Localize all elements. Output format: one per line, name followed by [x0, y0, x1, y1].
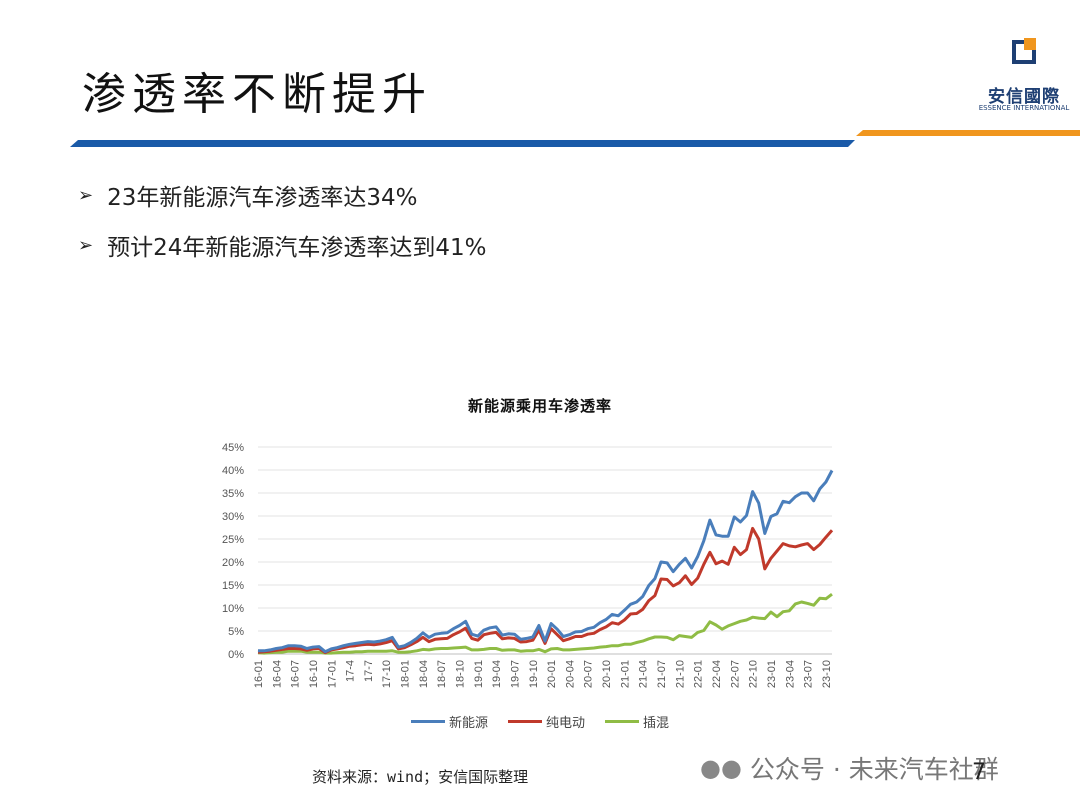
company-logo: 安信國際 ESSENCE INTERNATIONAL: [978, 36, 1070, 116]
series-line: [258, 469, 834, 654]
x-tick-label: 22-01: [693, 660, 705, 688]
x-tick-label: 23-01: [766, 660, 778, 688]
x-tick-label: 16-04: [271, 660, 283, 688]
x-tick-label: 17-4: [345, 660, 357, 682]
legend-label: 插混: [643, 716, 670, 731]
bullet-text: 23年新能源汽车渗透率达34%: [107, 185, 418, 211]
x-tick-label: 17-01: [326, 660, 338, 688]
x-tick-label: 22-04: [711, 660, 723, 688]
x-tick-label: 21-07: [656, 660, 668, 688]
x-tick-label: 16-07: [290, 660, 302, 688]
y-tick-label: 20%: [222, 557, 244, 569]
legend-item-phev: 插混: [605, 712, 669, 731]
x-tick-label: 21-04: [638, 660, 650, 688]
x-tick-label: 18-07: [436, 660, 448, 688]
x-tick-label: 16-10: [308, 660, 320, 688]
x-tick-label: 20-01: [546, 660, 558, 688]
x-tick-label: 21-01: [619, 660, 631, 688]
bullet-item: ➢ 预计24年新能源汽车渗透率达到41%: [78, 220, 486, 270]
bullet-list: ➢ 23年新能源汽车渗透率达34% ➢ 预计24年新能源汽车渗透率达到41%: [78, 170, 486, 270]
y-tick-label: 10%: [222, 603, 244, 615]
x-tick-label: 17-7: [363, 660, 375, 682]
x-tick-label: 16-01: [253, 660, 265, 688]
logo-name: 安信國際: [988, 87, 1060, 107]
watermark-text: 公众号 · 未来汽车社群: [749, 755, 999, 784]
arrow-bullet-icon: ➢: [78, 234, 94, 256]
essence-logo-icon: [1012, 38, 1036, 64]
x-tick-label: 19-01: [473, 660, 485, 688]
x-tick-label: 18-10: [455, 660, 467, 688]
header-band: [70, 130, 1080, 147]
y-tick-label: 25%: [222, 534, 244, 546]
arrow-bullet-icon: ➢: [78, 184, 94, 206]
series-line: [257, 593, 833, 655]
legend-item-nev: 新能源: [410, 712, 488, 731]
page-number: 7: [972, 760, 986, 785]
legend-item-bev: 纯电动: [507, 712, 585, 731]
legend-swatch: [605, 720, 639, 723]
watermark: ●● 公众号 · 未来汽车社群: [700, 750, 999, 786]
y-tick-label: 45%: [222, 442, 244, 454]
x-tick-label: 19-07: [509, 660, 521, 688]
x-tick-label: 23-07: [803, 660, 815, 688]
y-tick-label: 30%: [222, 511, 244, 523]
x-tick-label: 19-10: [528, 660, 540, 688]
chart-title: 新能源乘用车渗透率: [467, 397, 612, 415]
x-tick-label: 21-10: [674, 660, 686, 688]
x-tick-label: 23-04: [784, 660, 796, 688]
x-tick-label: 20-04: [564, 660, 576, 688]
y-tick-label: 15%: [222, 580, 244, 592]
logo-subtitle: ESSENCE INTERNATIONAL: [978, 104, 1070, 112]
x-tick-label: 17-10: [381, 660, 393, 688]
legend-label: 新能源: [448, 716, 488, 731]
x-tick-label: 22-10: [748, 660, 760, 688]
bullet-text: 预计24年新能源汽车渗透率达到41%: [107, 235, 487, 261]
x-tick-label: 18-01: [400, 660, 412, 688]
slide-title: 渗透率不断提升: [82, 69, 432, 120]
x-tick-label: 20-10: [601, 660, 613, 688]
wechat-icon: ●●: [700, 754, 742, 782]
y-tick-label: 0%: [228, 649, 244, 661]
chart-legend: 新能源 纯电动 插混: [0, 712, 1080, 731]
x-tick-label: 22-07: [729, 660, 741, 688]
y-tick-label: 35%: [222, 488, 244, 500]
y-tick-label: 40%: [222, 465, 244, 477]
legend-swatch: [507, 720, 542, 723]
x-tick-label: 19-04: [491, 660, 503, 688]
source-note: 资料来源：wind；安信国际整理: [312, 768, 529, 786]
legend-label: 纯电动: [545, 716, 585, 731]
y-tick-label: 5%: [228, 626, 244, 638]
bullet-item: ➢ 23年新能源汽车渗透率达34%: [78, 170, 486, 220]
legend-swatch: [410, 720, 445, 723]
x-tick-label: 18-04: [418, 660, 430, 688]
x-tick-label: 20-07: [583, 660, 595, 688]
series-line: [257, 526, 834, 655]
x-tick-label: 23-10: [821, 660, 833, 688]
